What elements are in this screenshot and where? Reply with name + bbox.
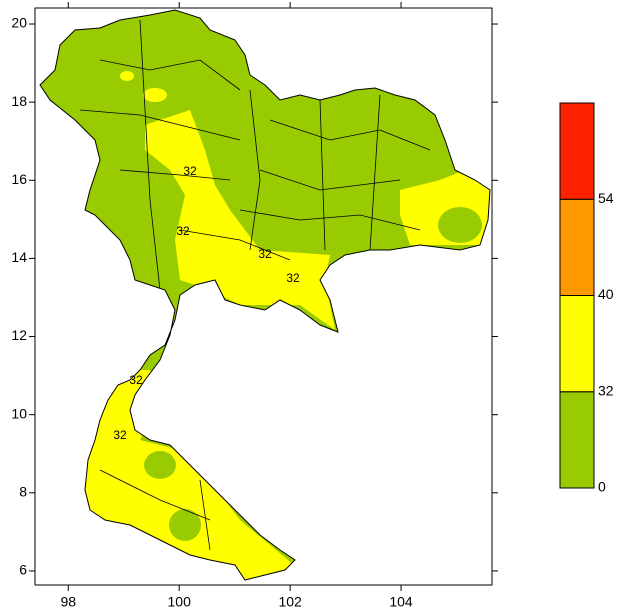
class-low-patch	[144, 451, 176, 479]
y-tick-label: 14	[11, 249, 27, 265]
class-mid-patch	[143, 88, 167, 102]
colorbar: 0 32 40 54	[559, 102, 614, 495]
class-mid-central	[145, 110, 335, 330]
contour-label: 32	[286, 271, 300, 285]
y-tick-label: 6	[19, 562, 27, 578]
x-tick-label: 100	[168, 594, 192, 610]
contour-label: 32	[258, 247, 272, 261]
y-tick-label: 18	[11, 93, 27, 109]
contour-labels: 32 32 32 32 32 32	[113, 164, 300, 442]
x-tick-label: 104	[389, 594, 413, 610]
colorbar-label: 54	[598, 190, 614, 206]
class-mid-patch	[120, 71, 134, 81]
x-tick-label: 98	[60, 594, 76, 610]
colorbar-label: 40	[598, 286, 614, 302]
x-tick-label: 102	[278, 594, 302, 610]
class-low-patch	[169, 509, 201, 541]
y-tick-label: 12	[11, 327, 27, 343]
colorbar-label: 0	[598, 479, 606, 495]
axes: 98 100 102 104 6 8 10 12 14 16 18 20	[11, 2, 498, 610]
contour-label: 32	[176, 224, 190, 238]
province-lines	[79, 19, 431, 551]
colorbar-segment	[559, 295, 595, 393]
y-tick-label: 20	[11, 15, 27, 31]
y-tick-label: 8	[19, 484, 27, 500]
contour-label: 32	[113, 428, 127, 442]
y-tick-label: 16	[11, 171, 27, 187]
contour-label: 32	[183, 164, 197, 178]
colorbar-segment	[559, 391, 595, 489]
colorbar-segment	[559, 102, 595, 200]
colorbar-label: 32	[598, 382, 614, 398]
colorbar-segment	[559, 198, 595, 296]
y-tick-label: 10	[11, 405, 27, 421]
class-low-patch	[438, 207, 482, 243]
contour-label: 32	[129, 373, 143, 387]
